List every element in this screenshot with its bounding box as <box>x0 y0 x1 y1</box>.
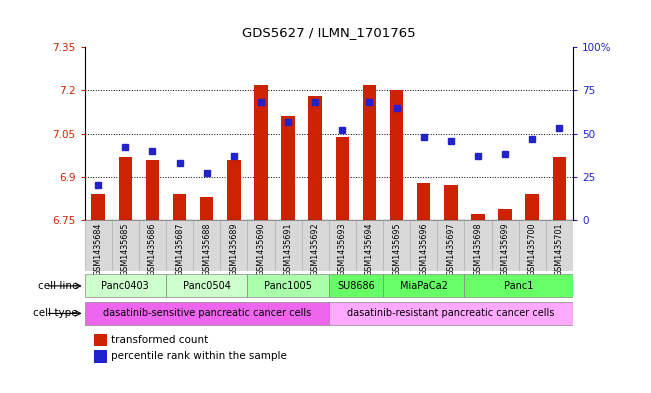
Bar <box>227 160 241 220</box>
Text: GSM1435690: GSM1435690 <box>256 222 266 276</box>
Text: SU8686: SU8686 <box>337 281 375 291</box>
Text: Panc1005: Panc1005 <box>264 281 312 291</box>
Text: cell line: cell line <box>38 281 78 291</box>
Bar <box>471 214 485 220</box>
Bar <box>85 220 112 271</box>
Text: transformed count: transformed count <box>111 335 209 345</box>
Text: GSM1435691: GSM1435691 <box>284 222 292 276</box>
Text: GSM1435701: GSM1435701 <box>555 222 564 276</box>
Text: Panc0504: Panc0504 <box>183 281 230 291</box>
Bar <box>247 274 329 298</box>
Text: GSM1435696: GSM1435696 <box>419 222 428 276</box>
Bar <box>492 220 519 271</box>
Bar <box>91 194 105 220</box>
Text: GSM1435697: GSM1435697 <box>447 222 455 276</box>
Text: cell type: cell type <box>33 309 78 318</box>
Text: percentile rank within the sample: percentile rank within the sample <box>111 351 287 362</box>
Text: GSM1435692: GSM1435692 <box>311 222 320 276</box>
Text: GSM1435685: GSM1435685 <box>121 222 130 276</box>
Bar <box>383 220 410 271</box>
Bar <box>220 220 247 271</box>
Text: GSM1435689: GSM1435689 <box>229 222 238 276</box>
Bar <box>525 194 539 220</box>
Bar <box>166 220 193 271</box>
Bar <box>383 274 464 298</box>
Bar <box>498 209 512 220</box>
Text: dasatinib-resistant pancreatic cancer cells: dasatinib-resistant pancreatic cancer ce… <box>347 309 555 318</box>
Bar <box>281 116 295 220</box>
Bar <box>94 334 107 346</box>
Bar <box>301 220 329 271</box>
Bar <box>193 220 220 271</box>
Bar <box>118 157 132 220</box>
Text: dasatinib-sensitive pancreatic cancer cells: dasatinib-sensitive pancreatic cancer ce… <box>103 309 311 318</box>
Bar <box>553 157 566 220</box>
Text: GSM1435694: GSM1435694 <box>365 222 374 276</box>
Bar <box>329 220 356 271</box>
Bar <box>112 220 139 271</box>
Bar <box>335 136 349 220</box>
Text: GSM1435695: GSM1435695 <box>392 222 401 276</box>
Bar <box>329 274 383 298</box>
Bar <box>94 350 107 363</box>
Text: GSM1435700: GSM1435700 <box>528 222 536 276</box>
Bar <box>356 220 383 271</box>
Text: MiaPaCa2: MiaPaCa2 <box>400 281 448 291</box>
Bar <box>444 185 458 220</box>
Bar <box>546 220 573 271</box>
Bar <box>390 90 404 220</box>
Text: GSM1435684: GSM1435684 <box>94 222 103 276</box>
Bar <box>200 197 214 220</box>
Bar <box>85 274 166 298</box>
Text: GSM1435687: GSM1435687 <box>175 222 184 276</box>
Bar <box>254 84 268 220</box>
Bar <box>410 220 437 271</box>
Bar <box>275 220 301 271</box>
Bar <box>247 220 275 271</box>
Bar <box>519 220 546 271</box>
Bar <box>464 220 492 271</box>
Bar <box>363 84 376 220</box>
Bar <box>464 274 573 298</box>
Text: GSM1435698: GSM1435698 <box>473 222 482 276</box>
Bar <box>139 220 166 271</box>
Text: GSM1435686: GSM1435686 <box>148 222 157 276</box>
Text: GDS5627 / ILMN_1701765: GDS5627 / ILMN_1701765 <box>242 26 415 39</box>
Bar <box>309 96 322 220</box>
Bar <box>146 160 159 220</box>
Text: Panc1: Panc1 <box>504 281 533 291</box>
Bar <box>437 220 464 271</box>
Bar <box>417 183 430 220</box>
Text: GSM1435693: GSM1435693 <box>338 222 347 276</box>
Bar <box>166 274 247 298</box>
Bar <box>329 302 573 325</box>
Text: Panc0403: Panc0403 <box>102 281 149 291</box>
Text: GSM1435699: GSM1435699 <box>501 222 510 276</box>
Text: GSM1435688: GSM1435688 <box>202 222 211 276</box>
Bar <box>85 302 329 325</box>
Bar <box>173 194 186 220</box>
